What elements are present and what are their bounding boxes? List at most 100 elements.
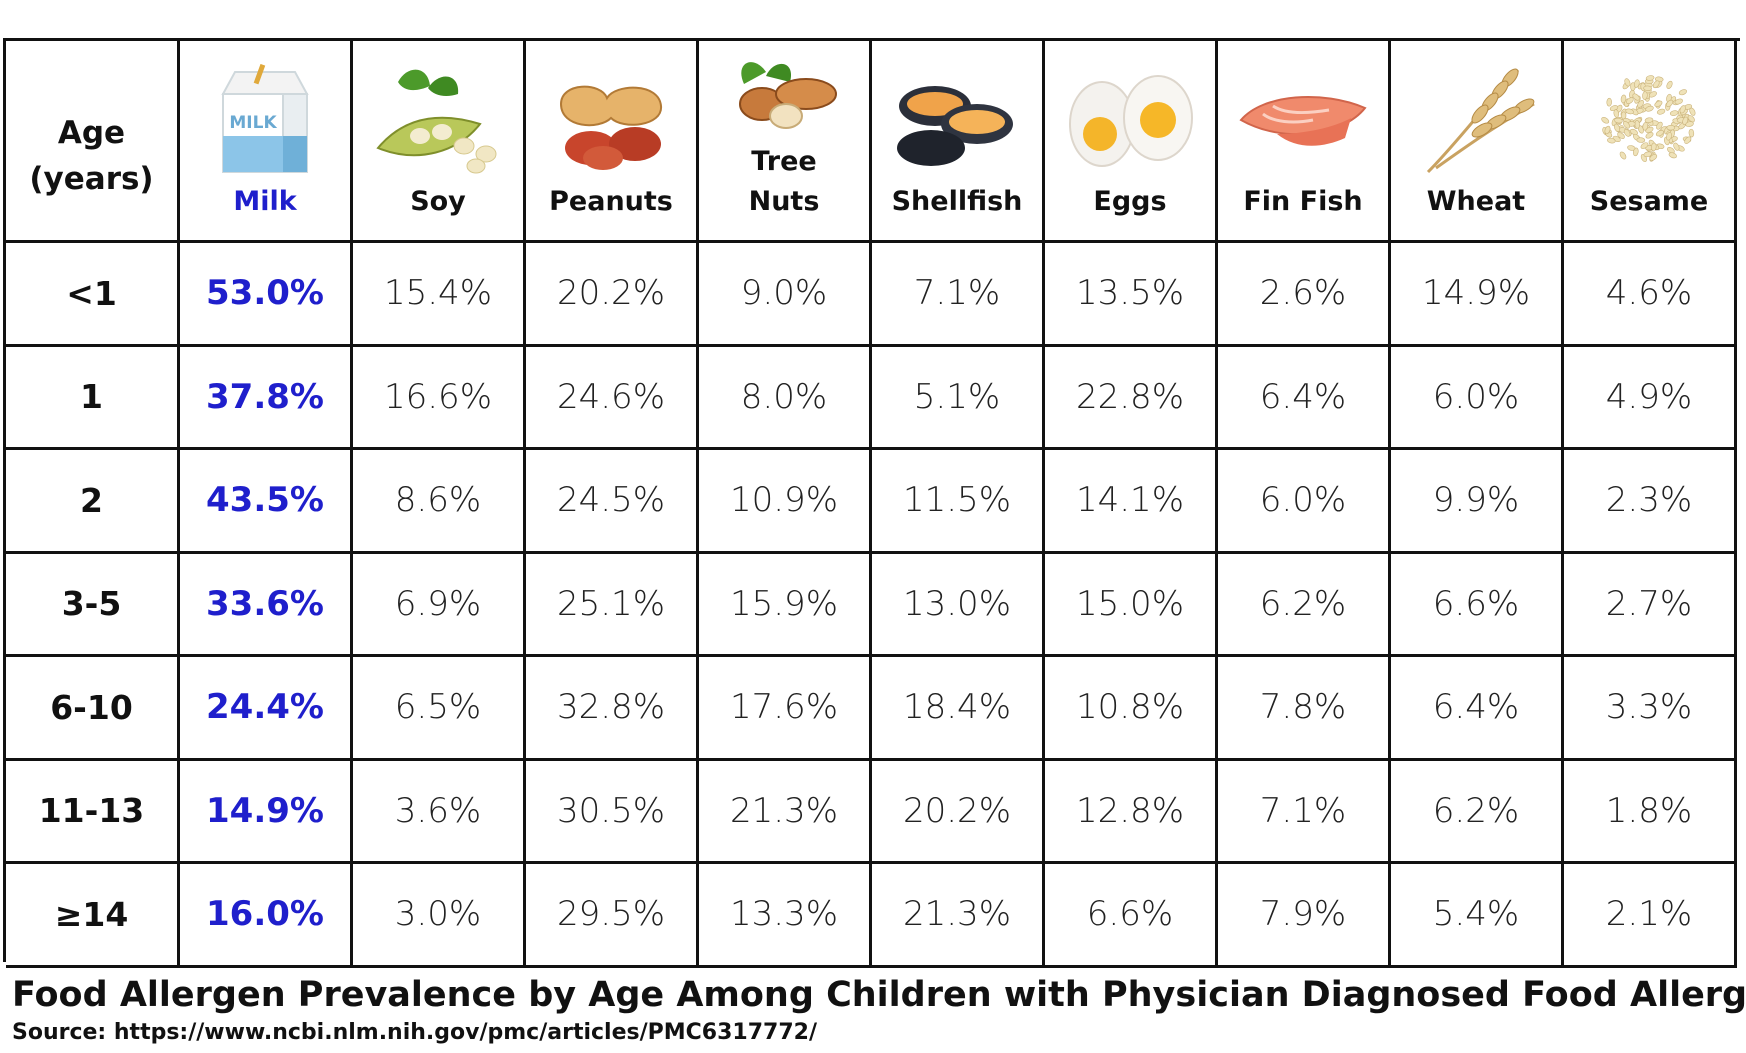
table-cell-value: 10.8% [1045,657,1218,761]
svg-text:MILK: MILK [229,113,277,133]
tree-nut-icon [714,54,854,142]
table-cell-value: 6.9% [353,553,526,657]
table-cell-value: 6.6% [1045,864,1218,968]
column-header: Peanuts [526,41,699,243]
table-cell-value: 24.6% [526,346,699,450]
table-cell-value: 15.9% [699,553,872,657]
table-cell-value: 33.6% [180,553,353,657]
age-header-label: Age (years) [29,114,154,197]
table-cell-value: 6.5% [353,657,526,761]
table-cell-value: 4.9% [1564,346,1737,450]
column-header: MILK Milk [180,41,353,243]
age-cell: ≥14 [6,864,180,968]
table-cell-value: 53.0% [180,243,353,347]
column-header-label: Wheat [1426,186,1526,217]
table-cell-value: 4.6% [1564,243,1737,347]
table-cell-value: 3.0% [353,864,526,968]
milk-carton-icon: MILK [195,63,335,182]
age-cell: 6-10 [6,657,180,761]
column-header: Tree Nuts [699,41,872,243]
table-cell-value: 2.3% [1564,450,1737,554]
table-cell-value: 2.6% [1218,243,1391,347]
table-cell-value: 7.8% [1218,657,1391,761]
age-header-cell: Age (years) [6,41,180,243]
table-cell-value: 20.2% [872,760,1045,864]
table-cell-value: 14.9% [180,760,353,864]
table-cell-value: 15.0% [1045,553,1218,657]
table-cell-value: 7.1% [1218,760,1391,864]
column-header-label: Eggs [1093,186,1167,217]
column-header: Wheat [1391,41,1564,243]
table-cell-value: 30.5% [526,760,699,864]
mussel-icon [887,64,1027,182]
column-header: Eggs [1045,41,1218,243]
age-cell: 2 [6,450,180,554]
table-cell-value: 10.9% [699,450,872,554]
table-cell-value: 6.2% [1391,760,1564,864]
table-title: Food Allergen Prevalence by Age Among Ch… [12,975,1746,1015]
age-cell: <1 [6,243,180,347]
table-cell-value: 13.0% [872,553,1045,657]
column-header: Soy [353,41,526,243]
table-cell-value: 7.9% [1218,864,1391,968]
column-header-label: Sesame [1589,186,1709,217]
table-cell-value: 6.4% [1218,346,1391,450]
table-source: Source: https://www.ncbi.nlm.nih.gov/pmc… [12,1020,817,1045]
table-cell-value: 24.4% [180,657,353,761]
table-cell-value: 3.6% [353,760,526,864]
table-cell-value: 21.3% [872,864,1045,968]
column-header: Shellfish [872,41,1045,243]
salmon-fillet-icon [1233,64,1373,182]
age-cell: 11-13 [6,760,180,864]
table-cell-value: 14.9% [1391,243,1564,347]
column-header-label: Soy [410,186,466,217]
boiled-egg-icon [1060,64,1200,182]
table-cell-value: 43.5% [180,450,353,554]
age-cell: 1 [6,346,180,450]
table-cell-value: 9.0% [699,243,872,347]
table-cell-value: 13.3% [699,864,872,968]
table-cell-value: 2.1% [1564,864,1737,968]
table-cell-value: 6.2% [1218,553,1391,657]
table-cell-value: 25.1% [526,553,699,657]
table-cell-value: 13.5% [1045,243,1218,347]
table-cell-value: 21.3% [699,760,872,864]
column-header: Fin Fish [1218,41,1391,243]
column-header: Sesame [1564,41,1737,243]
table-cell-value: 2.7% [1564,553,1737,657]
allergen-table: Age (years) MILK Milk Soy Peanuts Tree N… [3,38,1740,968]
age-cell: 3-5 [6,553,180,657]
table-cell-value: 6.0% [1391,346,1564,450]
table-cell-value: 6.4% [1391,657,1564,761]
column-header-label: Tree Nuts [748,146,820,217]
table-cell-value: 8.6% [353,450,526,554]
table-cell-value: 20.2% [526,243,699,347]
table-cell-value: 5.1% [872,346,1045,450]
table-cell-value: 14.1% [1045,450,1218,554]
table-cell-value: 8.0% [699,346,872,450]
table-cell-value: 6.0% [1218,450,1391,554]
table-cell-value: 5.4% [1391,864,1564,968]
table-cell-value: 12.8% [1045,760,1218,864]
table-cell-value: 24.5% [526,450,699,554]
table-cell-value: 29.5% [526,864,699,968]
column-header-label: Shellfish [891,186,1023,217]
table-cell-value: 37.8% [180,346,353,450]
table-cell-value: 9.9% [1391,450,1564,554]
table-cell-value: 1.8% [1564,760,1737,864]
sesame-seeds-icon [1579,64,1719,182]
column-header-label: Fin Fish [1243,186,1363,217]
table-cell-value: 15.4% [353,243,526,347]
soybean-icon [368,64,508,182]
table-cell-value: 18.4% [872,657,1045,761]
table-cell-value: 6.6% [1391,553,1564,657]
table-cell-value: 32.8% [526,657,699,761]
column-header-label: Peanuts [549,186,673,217]
table-cell-value: 17.6% [699,657,872,761]
wheat-icon [1406,64,1546,182]
table-cell-value: 3.3% [1564,657,1737,761]
peanut-icon [541,64,681,182]
table-cell-value: 11.5% [872,450,1045,554]
table-cell-value: 7.1% [872,243,1045,347]
column-header-label: Milk [233,186,297,217]
